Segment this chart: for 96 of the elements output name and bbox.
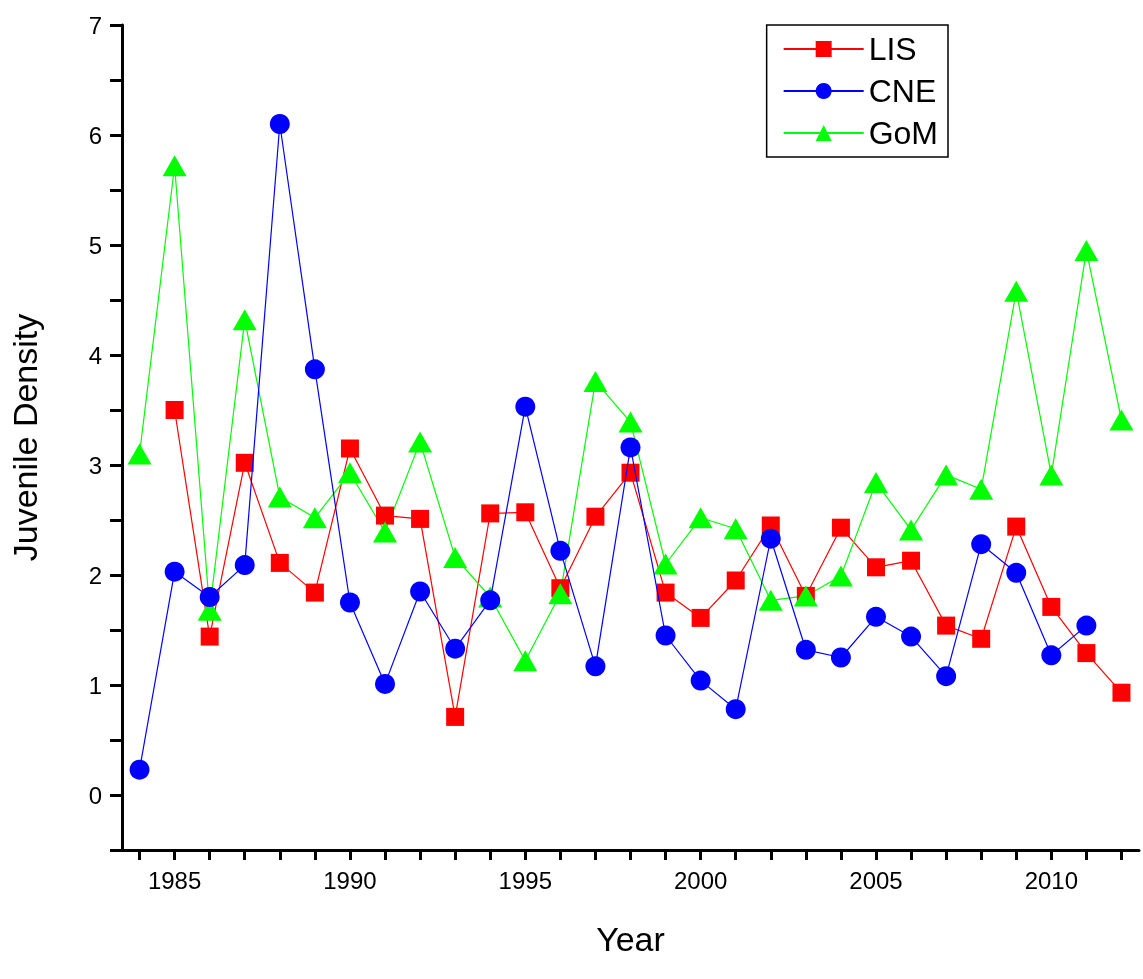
point xyxy=(972,629,991,648)
legend-label: CNE xyxy=(868,73,937,109)
point xyxy=(830,647,851,668)
y-tick-label: 0 xyxy=(88,781,102,809)
point xyxy=(691,608,710,627)
y-axis-title: Juvenile Density xyxy=(6,313,44,562)
point xyxy=(1074,240,1099,261)
legend-label: GoM xyxy=(868,115,938,151)
point xyxy=(1042,597,1061,616)
point xyxy=(863,472,888,494)
y-tick-label: 2 xyxy=(88,561,102,589)
point xyxy=(234,555,255,576)
point xyxy=(1004,280,1029,302)
point xyxy=(1076,615,1097,636)
point xyxy=(548,583,573,605)
x-tick-label: 1995 xyxy=(498,866,552,894)
y-tick-label: 7 xyxy=(88,11,102,39)
point xyxy=(515,396,536,417)
point xyxy=(831,518,850,537)
point xyxy=(688,507,713,529)
point xyxy=(337,462,362,484)
point xyxy=(305,583,324,602)
point xyxy=(1039,464,1064,486)
x-axis-title: Year xyxy=(596,920,665,958)
point xyxy=(726,571,745,590)
point xyxy=(445,638,466,659)
point xyxy=(270,553,289,572)
point xyxy=(443,546,468,568)
point xyxy=(129,759,150,780)
point xyxy=(653,553,678,575)
point xyxy=(901,626,922,647)
y-tick-label: 3 xyxy=(88,451,102,479)
point xyxy=(1112,683,1131,702)
x-tick-label: 1990 xyxy=(323,866,377,894)
point xyxy=(586,507,605,526)
point xyxy=(373,521,398,543)
point xyxy=(302,507,327,529)
point xyxy=(725,699,746,720)
point xyxy=(481,504,500,523)
point xyxy=(828,565,853,587)
x-tick-label: 1985 xyxy=(147,866,202,894)
y-tick-label: 1 xyxy=(88,671,102,699)
point xyxy=(656,583,675,602)
x-tick-label: 2005 xyxy=(849,866,903,894)
point xyxy=(866,606,886,627)
point xyxy=(1041,645,1062,666)
y-tick-label: 6 xyxy=(88,121,102,149)
point xyxy=(795,639,816,660)
point xyxy=(232,309,257,331)
point xyxy=(199,587,220,607)
point xyxy=(655,625,676,646)
point xyxy=(620,437,641,458)
point xyxy=(971,534,992,555)
point xyxy=(408,431,433,453)
x-tick-label: 2000 xyxy=(673,866,728,894)
point xyxy=(410,581,431,602)
point xyxy=(618,411,643,433)
point xyxy=(516,503,535,522)
point xyxy=(376,506,395,525)
point xyxy=(583,370,608,392)
point xyxy=(550,540,571,561)
point xyxy=(127,443,152,465)
y-tick-label: 5 xyxy=(88,231,102,259)
point xyxy=(969,478,994,500)
point xyxy=(723,518,748,540)
y-tick-label: 4 xyxy=(88,341,102,369)
point xyxy=(411,509,430,528)
point xyxy=(235,453,254,472)
point xyxy=(269,114,290,134)
point xyxy=(446,707,465,726)
point xyxy=(866,558,885,577)
x-tick-label: 2010 xyxy=(1024,866,1079,894)
point xyxy=(375,673,396,694)
point xyxy=(165,401,184,419)
point xyxy=(1109,409,1134,431)
point xyxy=(760,528,781,549)
point xyxy=(304,359,325,380)
point xyxy=(936,666,957,687)
point xyxy=(1077,644,1096,663)
point xyxy=(937,616,956,635)
point xyxy=(1006,562,1027,583)
point xyxy=(513,650,538,672)
legend-label: LIS xyxy=(868,31,917,67)
point xyxy=(902,551,921,570)
point xyxy=(758,589,783,611)
point xyxy=(690,670,711,691)
point xyxy=(267,486,292,508)
point xyxy=(340,439,359,458)
point xyxy=(934,464,959,486)
point xyxy=(200,627,219,646)
point xyxy=(164,561,185,582)
point xyxy=(1007,517,1026,536)
point xyxy=(162,155,187,177)
point xyxy=(899,519,924,541)
point xyxy=(339,592,360,613)
point xyxy=(585,656,606,677)
